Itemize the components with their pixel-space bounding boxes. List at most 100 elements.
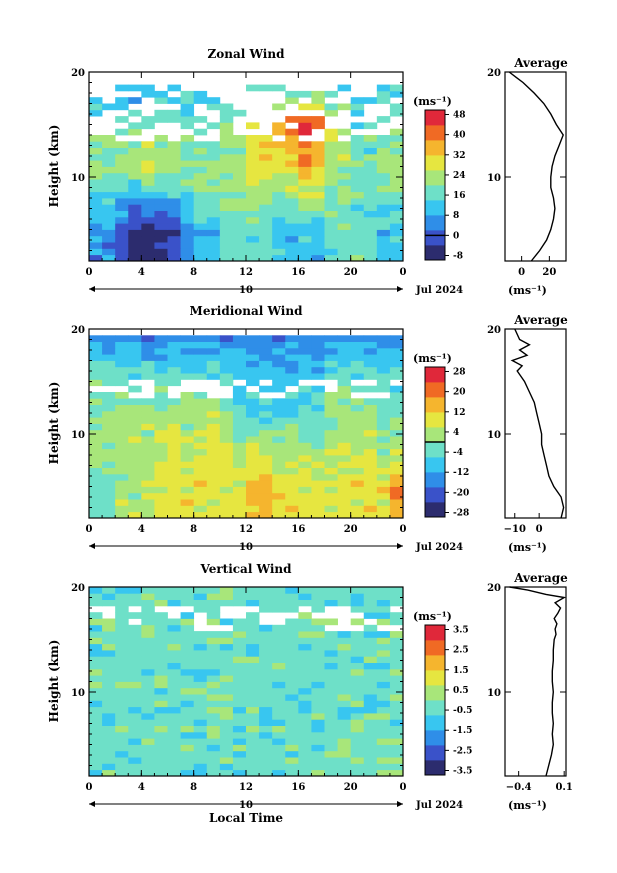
heatmap-cell — [324, 587, 338, 594]
heatmap-cell — [180, 750, 195, 758]
heatmap-cell — [337, 147, 352, 155]
heatmap-cell — [180, 612, 195, 619]
heatmap-cell — [259, 417, 273, 424]
heatmap-cell — [298, 492, 312, 500]
heatmap-cell — [337, 687, 352, 695]
heatmap-cell — [272, 404, 286, 412]
heatmap-cell — [219, 109, 234, 117]
heatmap-cell — [141, 373, 155, 380]
colorbar-swatch — [425, 760, 445, 776]
heatmap-cell — [180, 204, 195, 211]
heatmap-cell — [219, 719, 234, 726]
x-tick-label: 12 — [239, 267, 253, 278]
colorbar-swatch — [425, 200, 445, 216]
heatmap-cell — [206, 492, 221, 500]
heatmap-cell — [232, 404, 247, 412]
heatmap-cell — [376, 605, 391, 613]
heatmap-cell — [350, 681, 365, 689]
heatmap-cell — [324, 725, 338, 733]
heatmap-cell — [232, 160, 247, 167]
heatmap-cell — [324, 687, 338, 695]
heatmap-cell — [154, 448, 168, 456]
heatmap-cell — [337, 593, 352, 600]
heatmap-cell — [219, 505, 234, 513]
heatmap-cell — [350, 725, 365, 733]
heatmap-cell — [311, 593, 325, 600]
heatmap-cell — [89, 160, 103, 167]
heatmap-cell — [219, 587, 234, 594]
heatmap-cell — [102, 423, 116, 431]
heatmap-cell — [128, 166, 142, 174]
heatmap-cell — [219, 166, 234, 174]
heatmap-cell — [141, 744, 155, 752]
heatmap-cell — [311, 242, 325, 249]
heatmap-cell — [219, 461, 234, 468]
heatmap-cell — [324, 373, 338, 380]
heatmap-cell — [298, 335, 312, 342]
heatmap-cell — [350, 341, 365, 349]
heatmap-cell — [102, 172, 116, 180]
heatmap-cell — [115, 341, 129, 349]
heatmap-cell — [285, 713, 299, 720]
heatmap-cell — [311, 373, 325, 380]
heatmap-cell — [154, 360, 168, 368]
heatmap-cell — [89, 599, 103, 607]
heatmap-cell — [337, 681, 352, 689]
heatmap-cell — [180, 662, 195, 670]
heatmap-cell — [193, 223, 208, 230]
colorbar-swatch — [425, 215, 445, 231]
heatmap-cell — [350, 191, 365, 199]
heatmap-cell — [128, 700, 142, 708]
heatmap-cell — [102, 681, 116, 689]
heatmap-cell — [285, 347, 299, 355]
date-label: Jul 2024 — [415, 542, 463, 553]
heatmap-cell — [350, 637, 365, 645]
heatmap-cell — [311, 461, 325, 468]
heatmap-cell — [167, 223, 181, 230]
heatmap-cell — [141, 198, 155, 205]
heatmap-cell — [272, 643, 286, 651]
heatmap-cell — [311, 442, 325, 450]
heatmap-cell — [363, 404, 378, 412]
heatmap-cell — [272, 84, 286, 92]
heatmap-cell — [89, 750, 103, 758]
heatmap-cell — [128, 662, 142, 670]
heatmap-cell — [141, 763, 155, 771]
heatmap-cell — [193, 172, 208, 180]
heatmap-cell — [272, 379, 286, 387]
heatmap-cell — [232, 706, 247, 714]
heatmap-cell — [115, 223, 129, 230]
heatmap-cell — [259, 191, 273, 199]
heatmap-cell — [389, 204, 404, 211]
heatmap-cell — [180, 179, 195, 186]
heatmap-cell — [259, 185, 273, 193]
heatmap-cell — [259, 681, 273, 689]
heatmap-cell — [102, 656, 116, 663]
x-tick-label: 16 — [291, 782, 305, 793]
heatmap-cell — [89, 198, 103, 205]
heatmap-cell — [298, 360, 312, 368]
heatmap-cell — [376, 172, 391, 180]
heatmap-cell — [272, 587, 286, 594]
heatmap-cell — [311, 191, 325, 199]
heatmap-cell — [180, 769, 195, 777]
heatmap-cell — [259, 223, 273, 230]
heatmap-cell — [337, 153, 352, 161]
colorbar-tick-label: -3.5 — [453, 767, 472, 777]
heatmap-cell — [246, 713, 260, 720]
heatmap-cell — [363, 172, 378, 180]
heatmap-cell — [272, 757, 286, 764]
heatmap-cell — [89, 103, 103, 111]
heatmap-cell — [350, 744, 365, 752]
heatmap-cell — [154, 505, 168, 513]
heatmap-cell — [389, 593, 404, 600]
heatmap-cell — [167, 248, 181, 256]
heatmap-cell — [272, 366, 286, 374]
heatmap-cell — [324, 694, 338, 701]
heatmap-cell — [324, 347, 338, 355]
heatmap-cell — [154, 423, 168, 431]
heatmap-cell — [337, 637, 352, 645]
heatmap-cell — [259, 354, 273, 361]
